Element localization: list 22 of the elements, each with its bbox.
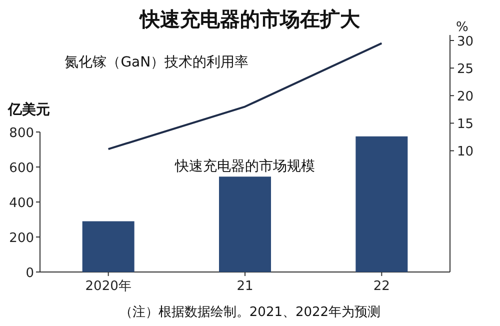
- x-tick-label: 2020年: [85, 279, 132, 294]
- y2-tick-label: 10: [457, 144, 474, 160]
- y2-axis-title: %: [456, 20, 468, 35]
- y2-tick-label: 15: [457, 117, 474, 132]
- y-tick-label: 0: [26, 266, 34, 281]
- y2-tick-label: 20: [457, 90, 474, 105]
- x-tick-label: 21: [236, 279, 254, 294]
- y-axis-title: 亿美元: [7, 101, 50, 118]
- y-tick-label: 200: [9, 231, 34, 246]
- text: （注）根据数据绘制。2021、2022年为预测: [119, 305, 381, 320]
- bar: [82, 221, 134, 272]
- y-tick-label: 800: [9, 126, 34, 141]
- y-tick-label: 400: [9, 196, 34, 211]
- text: 氮化镓（GaN）技术的利用率: [64, 54, 249, 71]
- y2-tick-label: 25: [457, 62, 474, 78]
- bar: [356, 136, 408, 272]
- chart-title: 快速充电器的市场在扩大: [138, 7, 361, 31]
- y2-tick-label: 30: [457, 34, 474, 50]
- series-label: 快速充电器的市场规模: [174, 158, 315, 175]
- bar: [219, 176, 271, 272]
- x-tick-label: 22: [373, 279, 390, 294]
- y-tick-label: 600: [9, 161, 34, 176]
